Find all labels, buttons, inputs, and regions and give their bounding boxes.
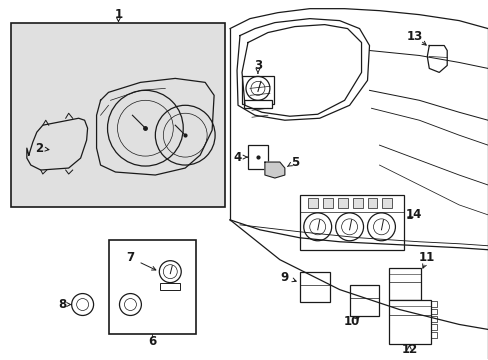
Bar — [388, 300, 430, 345]
Bar — [299, 272, 329, 302]
Text: 3: 3 — [253, 59, 262, 72]
Text: 9: 9 — [280, 271, 288, 284]
Bar — [11, 23, 224, 207]
Text: 5: 5 — [290, 156, 298, 168]
Text: 7: 7 — [126, 251, 134, 264]
Bar — [244, 100, 271, 108]
Text: 13: 13 — [406, 30, 422, 43]
Bar — [388, 268, 421, 300]
Text: 11: 11 — [418, 251, 434, 264]
Bar — [352, 198, 362, 208]
Bar — [108, 240, 196, 334]
Text: 6: 6 — [148, 335, 156, 348]
Text: 4: 4 — [233, 150, 242, 163]
Polygon shape — [264, 162, 285, 178]
Bar — [160, 283, 180, 289]
Text: 8: 8 — [59, 298, 67, 311]
Text: 2: 2 — [35, 141, 43, 155]
Bar — [322, 198, 332, 208]
Bar — [299, 195, 404, 250]
Bar — [337, 198, 347, 208]
Text: 12: 12 — [401, 343, 417, 356]
Bar — [242, 76, 273, 104]
Bar — [247, 145, 267, 169]
Bar — [367, 198, 377, 208]
Bar — [307, 198, 317, 208]
Text: 1: 1 — [114, 8, 122, 21]
Bar — [349, 285, 379, 316]
Text: 14: 14 — [406, 208, 422, 221]
Bar — [382, 198, 392, 208]
Text: 10: 10 — [343, 315, 359, 328]
